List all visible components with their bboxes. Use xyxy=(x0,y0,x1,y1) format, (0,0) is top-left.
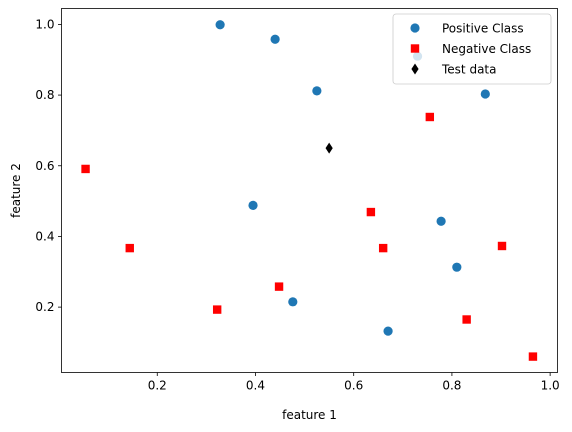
y-tick-label: 0.6 xyxy=(35,159,54,173)
legend-marker-positive xyxy=(410,23,420,33)
negative-point xyxy=(462,315,471,324)
y-tick-label: 0.2 xyxy=(35,300,54,314)
negative-point xyxy=(497,241,507,251)
data-points xyxy=(81,20,538,361)
plot-frame xyxy=(61,8,558,373)
negative-point xyxy=(125,243,134,253)
negative-point xyxy=(366,207,376,217)
x-tick-label: 0.6 xyxy=(344,379,363,393)
legend-label: Positive Class xyxy=(442,22,524,36)
legend-marker-test xyxy=(411,63,419,75)
x-axis-label: feature 1 xyxy=(282,408,337,422)
positive-point xyxy=(312,86,322,96)
positive-point xyxy=(270,34,280,44)
positive-point xyxy=(383,326,393,336)
positive-point xyxy=(248,200,258,210)
negative-point xyxy=(528,352,538,361)
positive-point xyxy=(480,89,490,99)
x-tick-label: 0.2 xyxy=(148,379,167,393)
legend-box xyxy=(392,13,552,85)
positive-point xyxy=(288,297,298,307)
y-axis-label: feature 2 xyxy=(9,163,23,218)
negative-point xyxy=(425,112,435,122)
y-axis-ticks: 0.2 0.4 0.6 0.8 1.0 xyxy=(35,17,62,314)
x-axis-ticks: 0.2 0.4 0.6 0.8 1.0 xyxy=(148,372,560,393)
positive-point xyxy=(215,20,225,30)
x-tick-label: 0.8 xyxy=(442,379,461,393)
negative-point xyxy=(81,164,90,174)
negative-point xyxy=(274,282,284,291)
y-tick-label: 1.0 xyxy=(35,17,54,31)
positive-point xyxy=(452,262,462,272)
negative-point xyxy=(378,243,388,253)
x-tick-label: 1.0 xyxy=(541,379,560,393)
legend-label: Test data xyxy=(441,63,496,77)
legend: Positive Class Negative Class Test data xyxy=(392,13,552,85)
positive-point xyxy=(436,216,446,226)
y-tick-label: 0.4 xyxy=(35,229,54,243)
legend-marker-negative xyxy=(410,44,420,53)
legend-label: Negative Class xyxy=(442,42,531,56)
test-point xyxy=(325,142,333,154)
y-tick-label: 0.8 xyxy=(35,88,54,102)
negative-point xyxy=(212,305,222,314)
x-tick-label: 0.4 xyxy=(246,379,265,393)
